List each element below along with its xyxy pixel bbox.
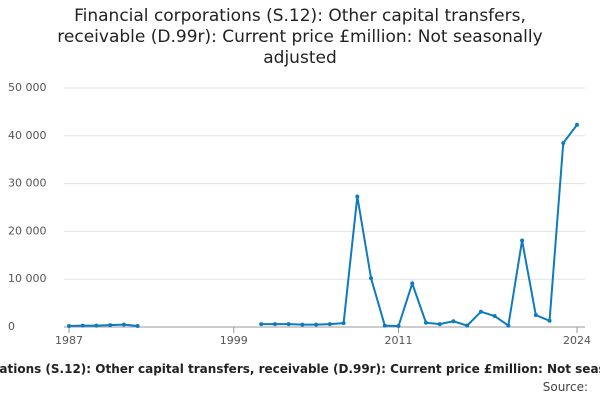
point (369, 276, 374, 281)
point (382, 323, 387, 328)
point (506, 323, 511, 328)
x-tick-label: 2024 (563, 334, 591, 347)
point (80, 323, 85, 328)
point (121, 322, 126, 327)
point (300, 322, 305, 327)
point (575, 122, 579, 127)
y-tick-label: 10 000 (8, 272, 47, 285)
line-series (68, 124, 578, 328)
chart-subtitle: Financial corporations (S.12): Other cap… (0, 362, 600, 376)
point (327, 322, 332, 327)
point (259, 322, 264, 327)
point (520, 238, 525, 243)
point (547, 318, 552, 323)
point (492, 314, 497, 319)
x-tick-label: 1999 (220, 334, 248, 347)
point (533, 313, 538, 318)
point (478, 309, 483, 314)
source-label: Source: (542, 380, 588, 394)
point (410, 281, 415, 286)
point (135, 324, 140, 329)
y-tick-label: 0 (8, 320, 15, 333)
point (355, 194, 360, 199)
point (341, 321, 346, 326)
point (561, 140, 566, 145)
point (67, 324, 71, 329)
y-tick-label: 50 000 (8, 81, 47, 94)
x-tick-label: 2011 (385, 334, 413, 347)
point (396, 324, 401, 329)
y-tick-label: 40 000 (8, 129, 47, 142)
point (465, 323, 470, 328)
point (314, 322, 319, 327)
chart-title: Financial corporations (S.12): Other cap… (57, 6, 543, 68)
y-tick-label: 20 000 (8, 224, 47, 237)
point (272, 322, 277, 327)
point (423, 320, 428, 325)
point (286, 322, 291, 327)
point (437, 322, 442, 327)
x-tick-label: 1987 (55, 334, 83, 347)
y-tick-label: 30 000 (8, 177, 47, 190)
point (94, 323, 99, 328)
point (451, 319, 456, 324)
point (108, 323, 113, 328)
